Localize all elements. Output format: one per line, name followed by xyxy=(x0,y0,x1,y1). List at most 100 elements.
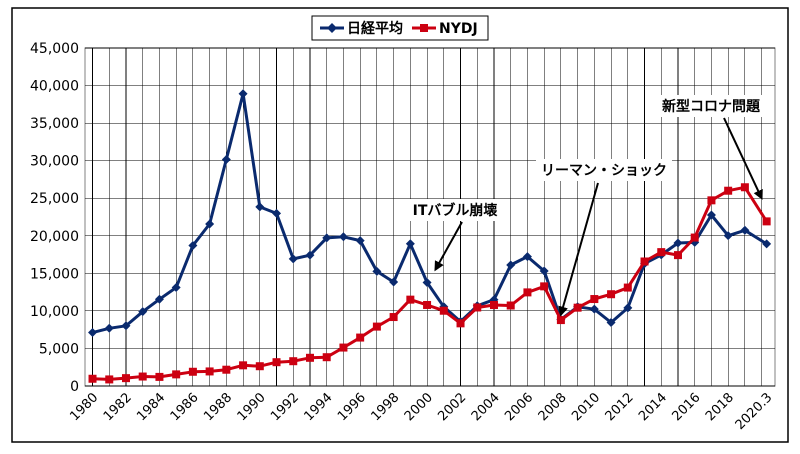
data-point-nydj xyxy=(305,353,314,362)
data-point-nydj xyxy=(673,251,682,260)
data-point-nydj xyxy=(623,283,632,292)
data-point-nydj xyxy=(740,183,749,192)
data-point-nikkei xyxy=(272,208,282,218)
y-tick-label: 45,000 xyxy=(30,41,79,57)
data-point-nikkei xyxy=(422,277,432,287)
annotation-label: 新型コロナ問題 xyxy=(662,98,761,115)
y-tick-label: 40,000 xyxy=(30,79,79,95)
data-point-nikkei xyxy=(389,277,399,287)
data-point-nikkei xyxy=(673,238,683,248)
data-point-nydj xyxy=(607,290,616,299)
data-point-nydj xyxy=(590,295,599,304)
data-point-nikkei xyxy=(205,219,215,229)
data-point-nydj xyxy=(456,319,465,328)
annotation-arrow xyxy=(558,182,599,317)
y-tick-label: 25,000 xyxy=(30,191,79,207)
legend-marker-nydj xyxy=(420,24,428,32)
data-point-nydj xyxy=(188,367,197,376)
data-point-nikkei xyxy=(405,239,415,249)
data-point-nydj xyxy=(439,306,448,315)
annotation-background xyxy=(650,95,772,117)
data-point-nydj xyxy=(690,233,699,242)
data-point-nikkei xyxy=(762,239,772,249)
data-point-nydj xyxy=(372,322,381,331)
data-point-nikkei xyxy=(723,231,733,241)
y-tick-label: 5,000 xyxy=(39,341,79,357)
y-tick-label: 15,000 xyxy=(30,266,79,282)
data-point-nydj xyxy=(556,316,565,325)
data-point-nydj xyxy=(657,248,666,257)
data-point-nikkei xyxy=(539,266,549,276)
data-point-nydj xyxy=(172,370,181,379)
data-point-nydj xyxy=(724,186,733,195)
y-tick-label: 20,000 xyxy=(30,229,79,245)
data-point-nydj xyxy=(289,357,298,366)
data-point-nikkei xyxy=(288,254,298,264)
annotation-callout: ITバブル崩壊 xyxy=(408,199,502,272)
data-point-nikkei xyxy=(121,321,131,331)
legend-label-nikkei: 日経平均 xyxy=(347,20,403,37)
data-point-nydj xyxy=(138,372,147,381)
data-point-nikkei xyxy=(171,283,181,293)
data-point-nikkei xyxy=(606,317,616,327)
data-point-nydj xyxy=(121,374,130,383)
data-point-nydj xyxy=(489,301,498,310)
data-point-nikkei xyxy=(338,232,348,242)
legend-label-nydj: NYDJ xyxy=(439,21,478,37)
data-point-nikkei xyxy=(138,307,148,317)
data-point-nikkei xyxy=(740,225,750,235)
data-point-nikkei xyxy=(88,328,98,338)
data-point-nikkei xyxy=(104,323,114,333)
data-point-nikkei xyxy=(706,210,716,220)
data-point-nydj xyxy=(239,361,248,370)
data-point-nydj xyxy=(506,301,515,310)
data-point-nydj xyxy=(423,300,432,309)
annotation-arrow xyxy=(723,117,763,201)
annotation-label: ITバブル崩壊 xyxy=(413,202,499,219)
data-point-nikkei xyxy=(355,236,365,246)
data-point-nikkei xyxy=(522,252,532,262)
data-point-nikkei xyxy=(238,89,248,99)
data-point-nikkei xyxy=(154,294,164,304)
data-point-nydj xyxy=(356,333,365,342)
annotation-arrow xyxy=(434,221,463,272)
data-point-nikkei xyxy=(255,202,265,212)
data-point-nikkei xyxy=(506,260,516,270)
annotation-background xyxy=(536,159,672,181)
data-point-nydj xyxy=(389,313,398,322)
y-tick-label: 30,000 xyxy=(30,154,79,170)
data-point-nikkei xyxy=(221,154,231,164)
data-point-nydj xyxy=(155,372,164,381)
data-point-nikkei xyxy=(322,233,332,243)
legend-marker-nikkei xyxy=(327,23,337,33)
data-point-nydj xyxy=(473,303,482,312)
data-point-nydj xyxy=(88,374,97,383)
data-point-nydj xyxy=(255,362,264,371)
data-point-nikkei xyxy=(372,266,382,276)
data-point-nikkei xyxy=(589,304,599,314)
data-point-nikkei xyxy=(623,303,633,313)
series-layer xyxy=(88,89,772,384)
data-point-nydj xyxy=(406,295,415,304)
data-point-nydj xyxy=(573,303,582,312)
annotation-label: リーマン・ショック xyxy=(541,163,667,179)
y-axis-tick-labels: 0 5,000 10,000 15,000 20,000 25,000 30,000 35,0… xyxy=(30,41,79,395)
annotation-background xyxy=(408,199,502,221)
data-point-nydj xyxy=(105,375,114,384)
annotation-callout: 新型コロナ問題 xyxy=(650,95,772,201)
data-point-nydj xyxy=(205,367,214,376)
annotation-callout: リーマン・ショック xyxy=(536,159,672,317)
data-point-nydj xyxy=(272,358,281,367)
legend: 日経平均 NYDJ xyxy=(311,15,489,41)
annotations: ITバブル崩壊 リーマン・ショック 新型コロナ問題 xyxy=(408,95,772,317)
data-point-nydj xyxy=(640,257,649,266)
data-point-nydj xyxy=(762,217,771,226)
data-point-nydj xyxy=(222,365,231,374)
data-point-nydj xyxy=(540,282,549,291)
data-point-nydj xyxy=(523,288,532,297)
data-point-nydj xyxy=(339,343,348,352)
data-point-nikkei xyxy=(305,250,315,260)
data-point-nydj xyxy=(707,196,716,205)
